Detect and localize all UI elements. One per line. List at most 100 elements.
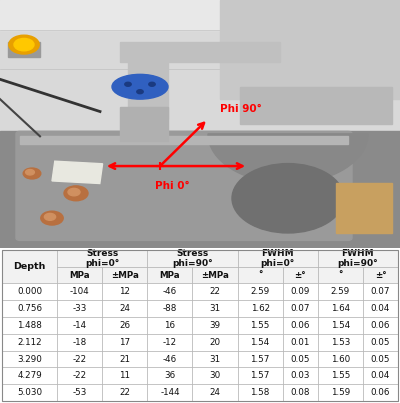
Bar <box>2 334 57 351</box>
Text: 0.09: 0.09 <box>290 287 310 296</box>
Text: -22: -22 <box>73 355 87 364</box>
Bar <box>363 334 398 351</box>
Bar <box>57 317 102 334</box>
Text: Phi 0°: Phi 0° <box>155 181 189 191</box>
Bar <box>363 368 398 384</box>
Text: 26: 26 <box>119 321 130 330</box>
Bar <box>238 300 283 317</box>
Bar <box>2 317 57 334</box>
Text: 1.53: 1.53 <box>331 338 350 347</box>
Text: 1.54: 1.54 <box>331 321 350 330</box>
Bar <box>283 351 318 368</box>
Text: 1.55: 1.55 <box>331 371 350 380</box>
Text: 1.57: 1.57 <box>250 355 270 364</box>
Circle shape <box>26 170 34 175</box>
Text: Phi 90°: Phi 90° <box>220 104 262 114</box>
Text: 21: 21 <box>119 355 130 364</box>
Bar <box>8 42 40 57</box>
Ellipse shape <box>112 74 168 99</box>
Text: -46: -46 <box>163 287 177 296</box>
Text: 2.112: 2.112 <box>17 338 42 347</box>
Bar <box>283 317 318 334</box>
Text: 0.03: 0.03 <box>290 371 310 380</box>
Text: 0.01: 0.01 <box>290 338 310 347</box>
Bar <box>192 334 238 351</box>
Text: 0.07: 0.07 <box>371 287 390 296</box>
Bar <box>192 300 238 317</box>
Bar <box>147 351 192 368</box>
Text: 0.06: 0.06 <box>290 321 310 330</box>
Bar <box>238 368 283 384</box>
Text: 1.488: 1.488 <box>17 321 42 330</box>
Bar <box>318 368 363 384</box>
Bar <box>283 267 318 283</box>
Text: -88: -88 <box>163 304 177 313</box>
Text: 1.60: 1.60 <box>331 355 350 364</box>
Bar <box>238 267 283 283</box>
Text: 22: 22 <box>210 287 220 296</box>
Text: 31: 31 <box>210 355 221 364</box>
Bar <box>363 300 398 317</box>
Bar <box>147 368 192 384</box>
Text: MPa: MPa <box>69 270 90 280</box>
Bar <box>240 87 392 124</box>
Text: Depth: Depth <box>13 262 46 271</box>
Text: 0.05: 0.05 <box>371 338 390 347</box>
Text: -33: -33 <box>72 304 87 313</box>
Bar <box>192 267 238 283</box>
Bar <box>238 351 283 368</box>
Text: 11: 11 <box>119 371 130 380</box>
Bar <box>238 317 283 334</box>
Bar <box>2 250 57 283</box>
Bar <box>363 384 398 401</box>
Bar <box>363 283 398 300</box>
Text: -18: -18 <box>72 338 87 347</box>
Text: 0.05: 0.05 <box>290 355 310 364</box>
Bar <box>2 384 57 401</box>
Bar <box>102 334 147 351</box>
Text: 24: 24 <box>119 304 130 313</box>
Circle shape <box>23 168 41 179</box>
Text: 39: 39 <box>210 321 221 330</box>
Text: 16: 16 <box>164 321 176 330</box>
Text: ±MPa: ±MPa <box>111 270 139 280</box>
Text: 0.06: 0.06 <box>371 388 390 397</box>
Bar <box>102 317 147 334</box>
Bar <box>318 250 398 267</box>
Bar <box>318 283 363 300</box>
Text: -12: -12 <box>163 338 177 347</box>
Text: 1.55: 1.55 <box>250 321 270 330</box>
Bar <box>318 351 363 368</box>
Text: 24: 24 <box>210 388 220 397</box>
Text: ±°: ±° <box>375 270 386 280</box>
Bar <box>2 368 57 384</box>
Bar <box>147 317 192 334</box>
Text: 5.030: 5.030 <box>17 388 42 397</box>
Bar <box>57 283 102 300</box>
Text: -104: -104 <box>70 287 90 296</box>
Circle shape <box>14 38 34 51</box>
Text: ±°: ±° <box>294 270 306 280</box>
Bar <box>147 334 192 351</box>
Bar <box>283 334 318 351</box>
Bar <box>318 384 363 401</box>
Bar <box>192 384 238 401</box>
Bar <box>102 267 147 283</box>
Bar <box>102 300 147 317</box>
Bar <box>147 250 238 267</box>
Text: 4.279: 4.279 <box>17 371 42 380</box>
Bar <box>363 317 398 334</box>
Bar <box>238 384 283 401</box>
Bar <box>2 283 57 300</box>
Text: °: ° <box>338 270 342 280</box>
Text: -46: -46 <box>163 355 177 364</box>
Bar <box>0 0 400 30</box>
Text: 3.290: 3.290 <box>17 355 42 364</box>
Bar <box>283 283 318 300</box>
Text: FWHM
phi=0°: FWHM phi=0° <box>260 249 295 268</box>
Text: 20: 20 <box>210 338 221 347</box>
Bar <box>192 283 238 300</box>
Text: 0.07: 0.07 <box>290 304 310 313</box>
Text: 2.59: 2.59 <box>331 287 350 296</box>
Text: 1.57: 1.57 <box>250 371 270 380</box>
